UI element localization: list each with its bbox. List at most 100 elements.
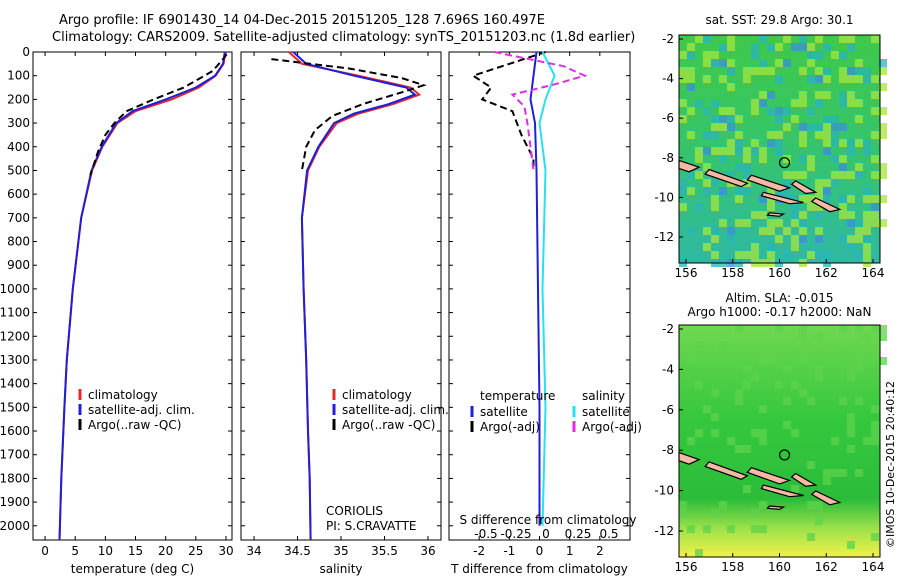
temperature-frame [32,51,233,541]
map-cell [791,203,799,211]
map-cell [823,179,831,187]
map-cell [703,147,711,155]
map-y-tick-label: -8 [662,443,674,457]
map-cell [871,75,879,83]
map-cell [831,115,839,123]
map-cell [807,155,815,163]
x-tick-label: 35 [333,544,348,558]
map-cell [839,67,847,75]
map-cell [711,115,719,123]
map-cell [775,107,783,115]
map-y-tick-label: -12 [654,524,674,538]
map-cell [695,171,703,179]
map-cell [791,349,799,357]
map-cell [783,365,791,373]
sla-map-field [679,325,880,557]
map-cell [799,155,807,163]
map-cell [807,251,815,259]
map-cell [855,357,863,365]
map-cell [863,251,871,259]
difference-legend: temperature salinitysatelliteArgo(-adj)sa… [470,389,642,434]
map-cell [807,123,815,131]
map-cell [727,235,735,243]
map-cell [815,373,823,381]
map-cell [815,131,823,139]
map-cell [695,429,703,437]
map-cell [871,219,879,227]
map-cell [815,187,823,195]
map-cell [767,251,775,259]
map-cell [839,211,847,219]
map-cell [791,115,799,123]
map-cell [807,397,815,405]
map-cell [815,501,823,509]
map-cell [839,51,847,59]
map-cell [847,91,855,99]
depth-tick-label: 900 [7,258,30,272]
x-tick-label: 20 [158,544,173,558]
map-cell [735,147,743,155]
map-cell [823,187,831,195]
map-cell [735,389,743,397]
map-cell [711,99,719,107]
map-cell [751,139,759,147]
map-cell [855,163,863,171]
map-cell [855,171,863,179]
sst-map-title: sat. SST: 29.8 Argo: 30.1 [705,13,853,27]
map-cell [807,501,815,509]
map-cell [727,83,735,91]
map-cell [879,59,887,67]
map-cell [863,227,871,235]
map-cell [743,365,751,373]
map-cell [719,501,727,509]
map-cell [871,107,879,115]
map-cell [759,429,767,437]
map-cell [767,91,775,99]
map-y-tick-label: -10 [654,190,674,204]
map-cell [839,235,847,243]
map-cell [823,115,831,123]
map-x-tick-label: 158 [721,266,744,280]
depth-tick-label: 400 [7,140,30,154]
map-cell [823,469,831,477]
map-cell [783,397,791,405]
map-cell [735,131,743,139]
map-cell [847,421,855,429]
map-cell [847,99,855,107]
map-cell [799,219,807,227]
map-cell [799,325,807,333]
map-cell [775,139,783,147]
map-cell [743,485,751,493]
map-cell [759,67,767,75]
map-cell [735,139,743,147]
map-cell [847,67,855,75]
map-cell [799,123,807,131]
map-cell [727,147,735,155]
x-axis-label: salinity [319,562,362,576]
map-cell [727,525,735,533]
map-cell [823,251,831,259]
map-cell [799,35,807,43]
x-axis-label: T difference from climatology [450,562,628,576]
map-cell [775,59,783,67]
map-x-tick-label: 160 [768,560,791,574]
island-shape [766,212,786,217]
map-cell [703,59,711,67]
map-cell [775,147,783,155]
depth-tick-label: 1300 [0,353,30,367]
map-cell [807,461,815,469]
map-cell [703,179,711,187]
map-cell [799,43,807,51]
map-cell [863,437,871,445]
map-cell [879,131,887,139]
map-cell [727,43,735,51]
map-cell [839,469,847,477]
map-cell [727,115,735,123]
map-cell [799,131,807,139]
map-cell [823,477,831,485]
map-cell [807,533,815,541]
map-cell [815,75,823,83]
map-cell [711,59,719,67]
map-cell [847,219,855,227]
map-cell [799,333,807,341]
